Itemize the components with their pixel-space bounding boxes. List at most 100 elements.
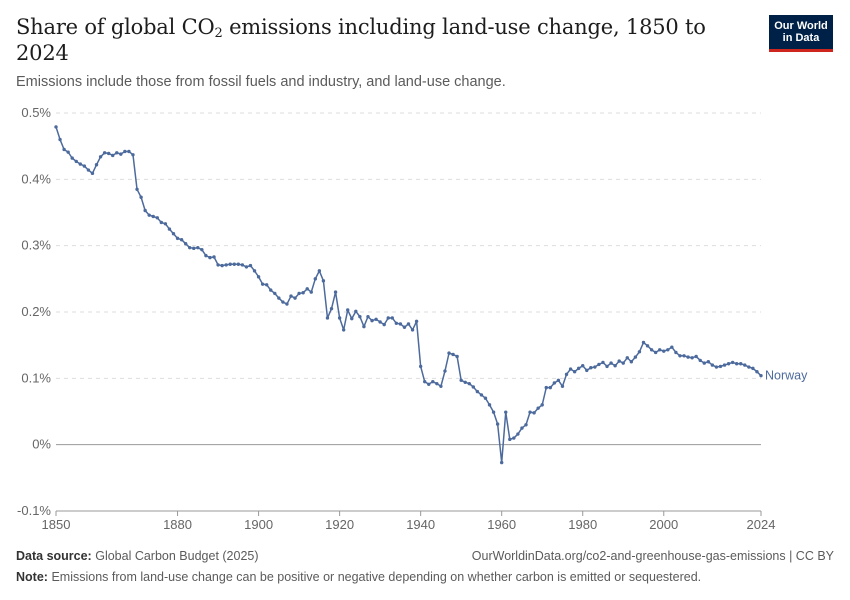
data-point[interactable] — [196, 245, 200, 250]
data-point[interactable] — [62, 147, 66, 152]
data-point[interactable] — [98, 155, 103, 159]
data-point[interactable] — [495, 422, 500, 426]
data-point[interactable] — [516, 432, 520, 436]
data-point[interactable] — [192, 246, 196, 251]
data-point[interactable] — [358, 314, 362, 319]
data-point[interactable] — [232, 262, 236, 266]
data-point[interactable] — [459, 378, 463, 383]
data-point[interactable] — [297, 291, 301, 296]
data-point[interactable] — [747, 365, 751, 369]
data-point[interactable] — [341, 328, 346, 332]
data-point[interactable] — [301, 291, 305, 295]
data-point[interactable] — [414, 319, 419, 323]
data-point[interactable] — [260, 282, 265, 286]
data-point[interactable] — [548, 385, 553, 390]
data-point[interactable] — [78, 162, 83, 166]
data-point[interactable] — [402, 325, 407, 329]
data-point[interactable] — [528, 410, 532, 414]
data-point[interactable] — [532, 411, 536, 415]
data-point[interactable] — [313, 277, 318, 281]
data-point[interactable] — [333, 290, 338, 294]
data-point[interactable] — [269, 288, 273, 292]
data-point[interactable] — [90, 171, 95, 176]
data-point[interactable] — [686, 355, 690, 359]
data-point[interactable] — [418, 364, 423, 369]
data-point[interactable] — [682, 354, 686, 358]
data-point[interactable] — [637, 350, 642, 354]
data-point[interactable] — [374, 317, 378, 321]
data-point[interactable] — [678, 354, 682, 358]
data-point[interactable] — [427, 382, 431, 386]
data-point[interactable] — [479, 393, 484, 397]
data-point[interactable] — [714, 365, 719, 369]
data-point[interactable] — [702, 361, 706, 365]
data-point[interactable] — [248, 263, 253, 268]
data-point[interactable] — [244, 265, 249, 269]
data-point[interactable] — [378, 320, 382, 324]
data-point[interactable] — [475, 389, 480, 394]
data-point[interactable] — [224, 263, 228, 267]
data-point[interactable] — [726, 362, 731, 366]
data-point[interactable] — [609, 361, 613, 365]
data-point[interactable] — [706, 360, 711, 364]
data-point[interactable] — [576, 366, 581, 371]
data-point[interactable] — [447, 351, 451, 355]
data-point[interactable] — [520, 426, 524, 430]
data-point[interactable] — [617, 359, 621, 363]
data-point[interactable] — [171, 232, 176, 236]
data-point[interactable] — [163, 222, 168, 226]
data-point[interactable] — [629, 360, 634, 364]
data-point[interactable] — [159, 220, 164, 225]
data-point[interactable] — [572, 370, 577, 374]
data-point[interactable] — [568, 367, 573, 371]
data-point[interactable] — [483, 396, 488, 400]
data-point[interactable] — [350, 316, 354, 321]
data-point[interactable] — [455, 354, 459, 359]
data-point[interactable] — [406, 322, 411, 326]
data-point[interactable] — [273, 291, 277, 296]
data-point[interactable] — [730, 360, 735, 365]
data-point[interactable] — [200, 247, 204, 252]
data-point[interactable] — [524, 423, 528, 427]
data-point[interactable] — [435, 381, 439, 386]
data-point[interactable] — [536, 406, 540, 410]
data-point[interactable] — [585, 368, 589, 373]
data-point[interactable] — [354, 309, 358, 314]
data-point[interactable] — [86, 168, 91, 172]
data-point[interactable] — [131, 153, 135, 157]
data-point[interactable] — [220, 263, 224, 268]
data-point[interactable] — [601, 360, 605, 365]
data-point[interactable] — [325, 316, 330, 320]
data-point[interactable] — [252, 269, 257, 273]
data-point[interactable] — [70, 156, 74, 160]
data-point[interactable] — [240, 263, 245, 267]
data-point[interactable] — [111, 153, 115, 158]
data-point[interactable] — [431, 379, 435, 384]
data-point[interactable] — [256, 275, 261, 279]
data-point[interactable] — [621, 361, 625, 365]
data-point[interactable] — [386, 316, 390, 320]
data-point[interactable] — [123, 149, 127, 154]
data-point[interactable] — [508, 437, 512, 442]
data-point[interactable] — [443, 369, 447, 373]
data-point[interactable] — [281, 300, 285, 304]
data-point[interactable] — [504, 410, 508, 414]
data-point[interactable] — [329, 306, 334, 311]
data-point[interactable] — [467, 381, 471, 386]
data-point[interactable] — [605, 364, 609, 369]
data-point[interactable] — [337, 316, 342, 320]
source-url[interactable]: OurWorldinData.org/co2-and-greenhouse-ga… — [471, 549, 834, 563]
data-point[interactable] — [82, 164, 87, 168]
data-point[interactable] — [175, 236, 180, 241]
data-point[interactable] — [94, 163, 99, 167]
data-point[interactable] — [653, 350, 658, 355]
data-point[interactable] — [690, 356, 694, 360]
data-point[interactable] — [317, 269, 322, 273]
data-point[interactable] — [179, 238, 184, 242]
data-point[interactable] — [305, 287, 309, 291]
data-point[interactable] — [544, 385, 548, 390]
data-point[interactable] — [309, 290, 313, 294]
data-point[interactable] — [662, 349, 666, 353]
data-point[interactable] — [499, 460, 504, 465]
data-point[interactable] — [722, 363, 727, 367]
